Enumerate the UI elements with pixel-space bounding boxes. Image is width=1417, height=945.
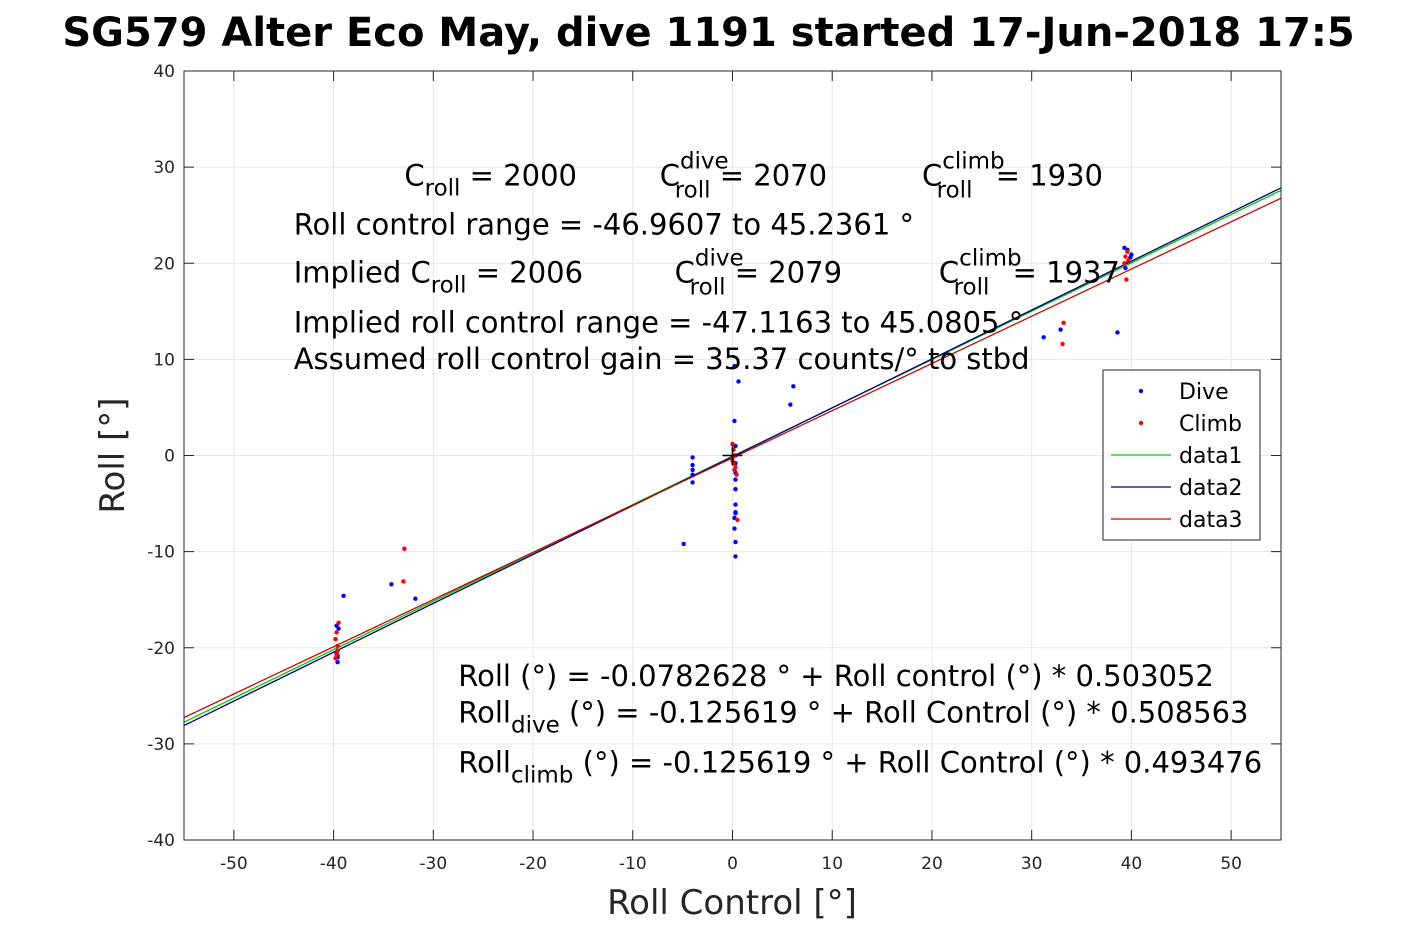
y-tick-label: 30 — [153, 158, 175, 178]
point-dive — [791, 384, 796, 389]
legend-label-climb: Climb — [1179, 412, 1242, 437]
y-axis-label: Roll [°] — [93, 397, 133, 513]
point-dive — [733, 539, 738, 545]
y-tick-label: -10 — [147, 543, 175, 563]
point-dive — [736, 379, 741, 384]
point-dive — [1129, 252, 1134, 257]
point-dive — [732, 363, 737, 369]
point-dive — [733, 477, 738, 482]
point-dive — [732, 526, 737, 531]
ticks — [184, 70, 1281, 841]
point-dive — [732, 418, 737, 424]
point-dive — [733, 486, 738, 492]
y-tick-label: 40 — [153, 62, 175, 82]
point-climb — [1126, 258, 1131, 263]
annotations: Croll = 2000 Cdive roll = 2070 Cclimb roll =… — [294, 148, 1262, 788]
point-climb — [333, 656, 338, 661]
legend-label-data1: data1 — [1179, 444, 1243, 469]
y-tick-label: 20 — [153, 254, 175, 274]
annotation: Cdive roll = 2070 — [660, 148, 827, 203]
chart-title: SG579 Alter Eco May, dive 1191 started 1… — [62, 10, 1354, 56]
point-dive — [389, 582, 394, 587]
point-climb — [730, 441, 735, 447]
point-climb — [1124, 277, 1129, 282]
point-dive — [341, 593, 346, 599]
annotation: Roll (°) = -0.0782628 ° + Roll control (… — [458, 659, 1214, 693]
legend-marker-dive — [1138, 388, 1144, 394]
point-dive — [681, 541, 686, 547]
point-climb — [334, 630, 339, 635]
point-climb — [333, 636, 338, 642]
point-dive — [690, 480, 695, 485]
annotation: Cclimb roll = 1937 — [939, 245, 1120, 300]
legend-marker-climb — [1138, 420, 1144, 426]
point-dive — [690, 467, 695, 473]
legend-items: Dive Climb data1 data2 data3 — [1111, 380, 1243, 533]
point-dive — [413, 596, 418, 601]
tick-labels: -50 -40 -30 -20 -10 0 10 20 30 40 50 -40 -30 -20 -10 0 1… — [147, 62, 1242, 874]
annotation: Roll control range = -46.9607 to 45.2361… — [294, 207, 914, 241]
plot-area: -50 -40 -30 -20 -10 0 10 20 30 40 50 -40 -30 -20 -10 0 1… — [147, 62, 1282, 874]
point-climb — [334, 652, 339, 657]
legend: Dive Climb data1 data2 data3 — [1102, 369, 1261, 541]
annotation: Implied Croll = 2006 — [294, 255, 583, 298]
point-dive — [690, 472, 695, 477]
origin-marker — [722, 445, 743, 466]
x-tick-label: -40 — [320, 854, 348, 874]
x-tick-label: -20 — [519, 854, 547, 874]
point-climb — [1060, 341, 1065, 347]
point-dive — [788, 402, 793, 407]
legend-label-data2: data2 — [1179, 476, 1243, 501]
point-climb — [1061, 320, 1066, 326]
x-tick-label: 50 — [1220, 854, 1242, 874]
y-tick-label: -40 — [147, 831, 175, 851]
point-dive — [733, 510, 738, 515]
legend-label-dive: Dive — [1179, 380, 1229, 405]
point-climb — [1122, 261, 1127, 266]
x-tick-label: 30 — [1021, 854, 1043, 874]
y-tick-label: 10 — [153, 350, 175, 370]
point-climb — [336, 620, 341, 625]
annotation: Cclimb roll = 1930 — [922, 148, 1103, 203]
annotation: Implied roll control range = -47.1163 to… — [294, 305, 1024, 339]
point-dive — [1115, 330, 1120, 335]
point-climb — [401, 579, 406, 584]
x-axis-label: Roll Control [°] — [607, 883, 857, 923]
point-climb — [732, 467, 737, 473]
point-dive — [733, 554, 738, 559]
annotation: Cdive roll = 2079 — [675, 245, 842, 300]
point-climb — [402, 546, 407, 551]
point-dive — [1058, 327, 1063, 332]
y-tick-label: 0 — [164, 447, 175, 467]
annotation: Rollclimb (°) = -0.125619 ° + Roll Contr… — [458, 746, 1262, 789]
legend-label-data3: data3 — [1179, 508, 1243, 533]
point-climb — [735, 517, 740, 523]
annotation: Croll = 2000 — [404, 158, 577, 201]
x-tick-label: -30 — [419, 854, 447, 874]
x-tick-label: 20 — [921, 854, 943, 874]
point-dive — [335, 659, 340, 665]
point-climb — [734, 472, 739, 477]
y-tick-label: -20 — [147, 639, 175, 659]
point-dive — [1123, 265, 1128, 271]
point-climb — [1125, 249, 1130, 254]
x-tick-label: -10 — [619, 854, 647, 874]
point-dive — [733, 502, 738, 507]
point-dive — [1041, 335, 1046, 340]
x-tick-label: -50 — [220, 854, 248, 874]
point-climb — [335, 643, 340, 649]
point-climb — [335, 648, 340, 653]
annotation: Assumed roll control gain = 35.37 counts… — [294, 342, 1030, 376]
point-dive — [690, 462, 695, 468]
x-tick-label: 40 — [1121, 854, 1143, 874]
point-climb — [1123, 254, 1128, 259]
x-tick-label: 0 — [727, 854, 738, 874]
y-tick-label: -30 — [147, 735, 175, 755]
point-dive — [690, 455, 695, 460]
annotation: Rolldive (°) = -0.125619 ° + Roll Contro… — [458, 696, 1248, 739]
x-tick-label: 10 — [821, 854, 843, 874]
